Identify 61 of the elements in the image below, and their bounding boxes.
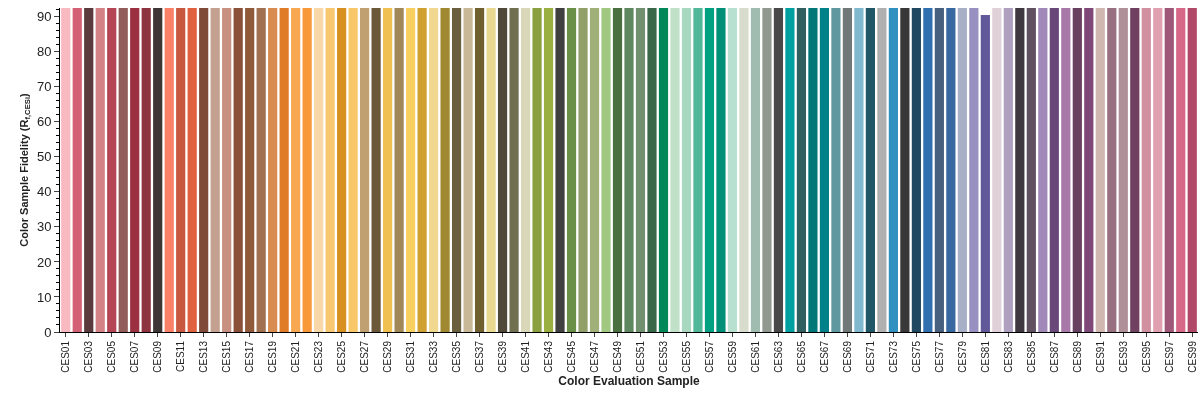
- x-tick-label: CES13: [197, 340, 209, 373]
- x-tick-label: CES67: [818, 340, 830, 373]
- x-tick-label: CES37: [473, 340, 485, 373]
- x-tick-label: CES29: [381, 340, 393, 373]
- x-tick-label: CES09: [151, 340, 163, 373]
- x-axis-title: Color Evaluation Sample: [558, 373, 700, 388]
- x-tick-label: CES65: [795, 340, 807, 373]
- y-tick-label: 20: [36, 254, 52, 270]
- x-tick-label: CES91: [1094, 340, 1106, 373]
- x-tick-label: CES27: [358, 340, 370, 373]
- x-tick-label: CES61: [749, 340, 761, 373]
- x-tick-label: CES53: [657, 340, 669, 373]
- x-tick-label: CES35: [450, 340, 462, 373]
- x-tick-label: CES57: [703, 340, 715, 373]
- y-tick-label: 70: [36, 79, 52, 95]
- y-tick-label: 10: [36, 289, 52, 305]
- x-tick-label: CES85: [1025, 340, 1037, 373]
- x-tick-label: CES43: [542, 340, 554, 373]
- x-tick-label: CES55: [680, 340, 692, 373]
- x-tick-label: CES45: [565, 340, 577, 373]
- y-tick-label: 30: [36, 219, 52, 235]
- x-tick-label: CES19: [266, 340, 278, 373]
- x-tick-label: CES99: [1186, 340, 1198, 373]
- x-tick-label: CES07: [128, 340, 140, 373]
- x-tick-label: CES15: [220, 340, 232, 373]
- x-tick-label: CES21: [289, 340, 301, 373]
- x-tick-label: CES05: [105, 340, 117, 373]
- x-tick-label: CES81: [979, 340, 991, 373]
- x-tick-label: CES01: [60, 340, 71, 373]
- x-tick-label: CES51: [634, 340, 646, 373]
- x-tick-label: CES87: [1048, 340, 1060, 373]
- x-tick-label: CES03: [82, 340, 94, 373]
- x-tick-label: CES83: [1002, 340, 1014, 373]
- x-tick-label: CES63: [772, 340, 784, 373]
- y-tick-label: 90: [36, 9, 52, 25]
- x-tick-label: CES95: [1140, 340, 1152, 373]
- x-tick-label: CES17: [243, 340, 255, 373]
- x-tick-label: CES59: [726, 340, 738, 373]
- x-tick-label: CES77: [933, 340, 945, 373]
- y-tick-label: 50: [36, 149, 52, 165]
- y-tick-label: 40: [36, 184, 52, 200]
- x-tick-label: CES73: [887, 340, 899, 373]
- x-tick-label: CES11: [174, 340, 186, 372]
- x-tick-label: CES75: [910, 340, 922, 373]
- y-tick-label: 60: [36, 114, 52, 130]
- x-tick-label: CES25: [335, 340, 347, 373]
- x-tick-label: CES89: [1071, 340, 1083, 373]
- x-tick-label: CES47: [588, 340, 600, 373]
- x-tick-label: CES31: [404, 340, 416, 373]
- x-tick-label: CES69: [841, 340, 853, 373]
- x-tick-label: CES23: [312, 340, 324, 373]
- y-tick-label: 0: [44, 324, 52, 340]
- x-tick-label: CES71: [864, 340, 876, 373]
- x-tick-label: CES41: [519, 340, 531, 373]
- x-tick-label: CES79: [956, 340, 968, 373]
- x-tick-label: CES33: [427, 340, 439, 373]
- x-tick-label: CES93: [1117, 340, 1129, 373]
- y-tick-label: 80: [36, 44, 52, 60]
- x-tick-label: CES39: [496, 340, 508, 373]
- x-tick-label: CES49: [611, 340, 623, 373]
- x-tick-label: CES97: [1163, 340, 1175, 373]
